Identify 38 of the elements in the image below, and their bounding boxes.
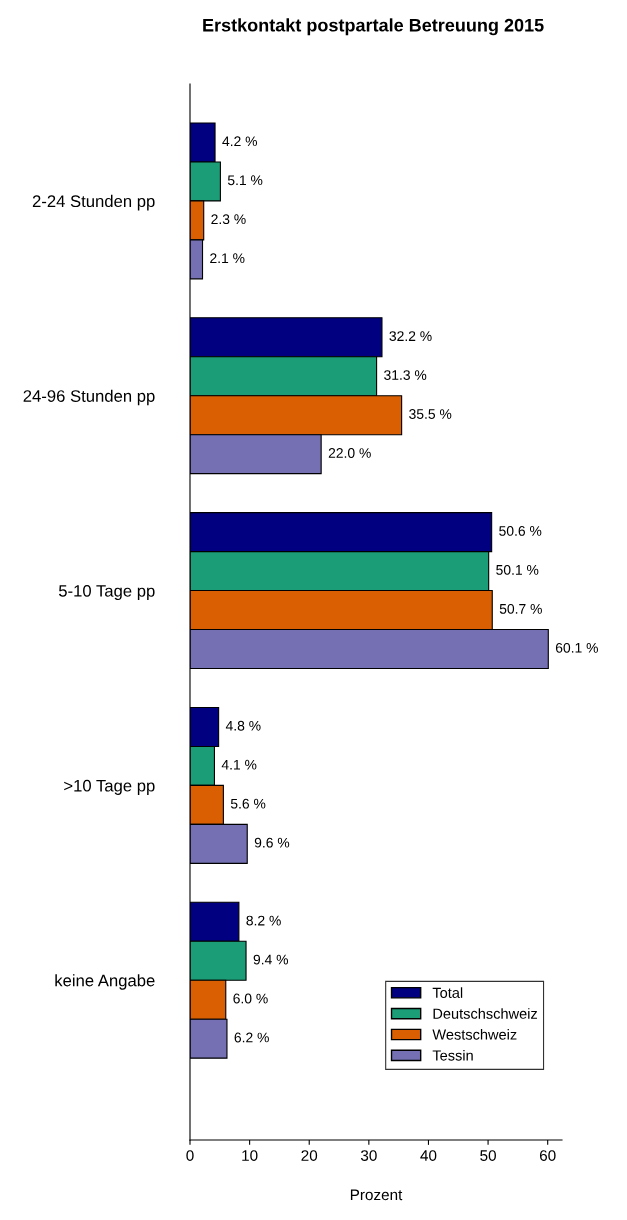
data-label: 2.1 % — [210, 253, 245, 264]
data-label: 6.2 % — [234, 1032, 269, 1043]
legend-label: Tessin — [432, 1049, 473, 1061]
x-tick-label: 0 — [186, 1150, 194, 1161]
x-tick-label: 60 — [539, 1150, 556, 1161]
x-tick-label: 20 — [301, 1150, 318, 1161]
legend-label: Deutschschweiz — [433, 1008, 537, 1019]
x-tick-label: 50 — [480, 1150, 496, 1161]
data-label: 4.2 % — [222, 136, 257, 147]
data-label: 35.5 % — [409, 409, 452, 419]
x-tick-label: 40 — [420, 1150, 437, 1161]
data-label: 4.8 % — [225, 720, 261, 731]
data-label: 50.1 % — [496, 564, 539, 575]
legend-label: Total — [432, 987, 463, 998]
data-label: 31.3 % — [384, 370, 427, 380]
x-tick-label: 10 — [242, 1150, 258, 1161]
data-label: 5.1 % — [227, 175, 263, 186]
y-tick-label: keine Angabe — [55, 974, 155, 990]
data-label: 2.3 % — [211, 214, 246, 225]
data-label: 22.0 % — [328, 448, 371, 458]
x-axis-title: Prozent — [350, 1189, 403, 1201]
data-label: 9.6 % — [254, 837, 290, 848]
data-label: 6.0 % — [233, 993, 268, 1004]
y-tick-label: >10 Tage pp — [64, 779, 155, 795]
data-label: 4.1 % — [221, 759, 257, 770]
data-label: 5.6 % — [230, 798, 266, 809]
data-label: 9.4 % — [253, 954, 288, 965]
data-label: 50.6 % — [499, 526, 542, 536]
y-tick-label: 5-10 Tage pp — [58, 584, 155, 601]
data-label: 8.2 % — [246, 915, 281, 926]
legend-label: Westschweiz — [432, 1029, 517, 1040]
data-label: 32.2 % — [389, 331, 432, 342]
data-label: 50.7 % — [499, 603, 542, 614]
x-tick-label: 30 — [360, 1150, 377, 1161]
data-label: 60.1 % — [555, 642, 598, 653]
y-tick-label: 2-24 Stunden pp — [32, 194, 155, 211]
chart-title: Erstkontakt postpartale Betreuung 2015 — [203, 18, 544, 36]
y-tick-label: 24-96 Stunden pp — [23, 389, 155, 406]
